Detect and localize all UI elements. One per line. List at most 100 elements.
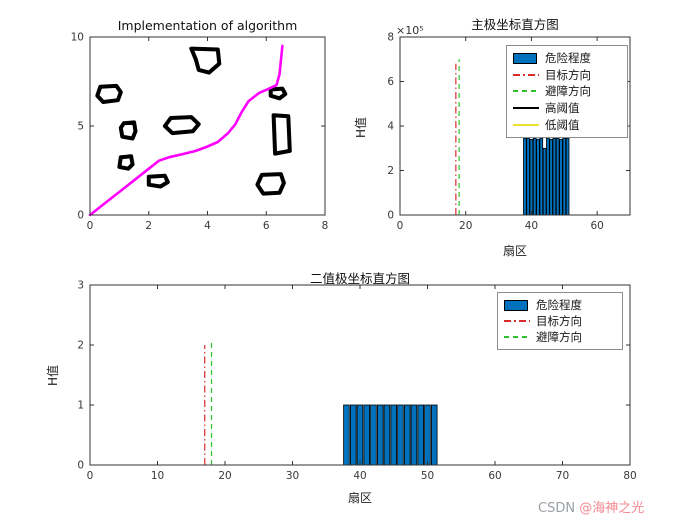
histogram-bar	[526, 137, 530, 216]
histogram-bar	[430, 404, 438, 466]
y-tick-label: 4	[387, 121, 394, 133]
histogram-bar	[356, 404, 364, 466]
histogram-bar	[549, 138, 553, 216]
obstacle-outline	[255, 172, 286, 196]
histogram-bar	[562, 137, 567, 216]
legend-label: 避障方向	[536, 330, 582, 344]
danger-patch-swatch	[513, 52, 537, 64]
x-tick-label: 40	[353, 470, 366, 482]
histogram-bar	[546, 137, 550, 216]
histogram-bar	[397, 404, 404, 466]
histogram-bar	[410, 404, 418, 466]
x-tick-label: 50	[421, 470, 434, 482]
x-tick-label: 8	[322, 220, 329, 232]
x-tick-label: 6	[263, 220, 270, 232]
histogram-bar	[552, 137, 557, 216]
watermark: CSDN @海神之光	[538, 497, 644, 516]
x-tick-label: 4	[204, 220, 211, 232]
y-tick-label: 3	[77, 280, 84, 292]
legend-item-target: 目标方向	[504, 313, 616, 329]
x-tick-label: 0	[87, 220, 94, 232]
main-hist-ylabel: H值	[354, 116, 369, 139]
legend-item-danger: 危险程度	[513, 50, 621, 67]
x-tick-label: 0	[87, 470, 94, 482]
target-line-swatch	[504, 320, 530, 322]
histogram-bar	[343, 404, 350, 466]
legend-item-low-threshold: 低阈值	[513, 116, 621, 133]
histogram-bar	[383, 404, 391, 466]
main-hist-xlabel: 扇区	[502, 244, 527, 258]
histogram-bar	[376, 404, 384, 466]
histogram-bar	[403, 404, 411, 466]
avoid-line-swatch	[504, 336, 530, 338]
binary-hist-axes: 0 10 20 30 40 50 60 70 80 0 1 2 3	[77, 280, 636, 483]
x-tick-label: 80	[623, 470, 636, 482]
low-threshold-line-swatch	[513, 123, 539, 126]
histogram-bar	[370, 404, 377, 466]
histogram-bar	[523, 137, 527, 216]
binary-hist-xlabel: 扇区	[347, 491, 372, 505]
y-tick-label: 0	[77, 210, 84, 222]
legend-label: 高阈值	[545, 101, 580, 116]
legend-label: 目标方向	[545, 67, 591, 82]
x-tick-label: 2	[145, 220, 152, 232]
obstacle-outline	[117, 154, 135, 171]
legend-item-high-threshold: 高阈值	[513, 100, 621, 117]
y-tick-label: 10	[71, 32, 84, 44]
y-tick-label: 2	[77, 340, 84, 352]
legend-item-danger: 危险程度	[504, 297, 616, 313]
histogram-bar	[532, 137, 537, 216]
histogram-bar	[555, 137, 560, 216]
y-tick-label: 8	[387, 32, 394, 44]
obstacle-outline	[95, 83, 123, 104]
legend-item-target: 目标方向	[513, 67, 621, 84]
target-line-swatch	[513, 73, 539, 76]
y-tick-label: 1	[77, 400, 84, 412]
legend-label: 低阈值	[545, 117, 580, 132]
histogram-bar	[559, 138, 563, 216]
x-tick-label: 60	[590, 220, 603, 232]
avoid-line-swatch	[513, 90, 539, 93]
x-tick-label: 20	[459, 220, 472, 232]
danger-patch-swatch	[504, 299, 528, 311]
histogram-bar	[417, 404, 424, 466]
obstacle-outline	[146, 173, 170, 189]
obstacle-outline	[271, 113, 292, 156]
histogram-bar	[390, 404, 397, 466]
legend-item-avoid: 避障方向	[513, 83, 621, 100]
watermark-prefix: CSDN	[538, 501, 580, 516]
x-tick-label: 40	[525, 220, 538, 232]
x-tick-label: 70	[556, 470, 569, 482]
histogram-bar	[565, 137, 570, 216]
binary-hist-legend: 危险程度 目标方向 避障方向	[497, 292, 623, 350]
main-hist-legend: 危险程度 目标方向 避障方向 高阈值 低阈值	[506, 45, 628, 138]
obstacle-outline	[118, 120, 138, 141]
histogram-bar	[363, 404, 370, 466]
main-hist-axes: 0 20 40 60 0 2 4 6 8	[387, 32, 631, 232]
x-tick-label: 10	[151, 470, 164, 482]
histogram-bar	[536, 138, 540, 216]
histogram-bar	[349, 404, 357, 466]
x-tick-label: 30	[286, 470, 299, 482]
legend-label: 避障方向	[545, 84, 591, 99]
y-tick-label: 2	[387, 165, 394, 177]
robot-path	[88, 44, 284, 217]
x-tick-label: 60	[488, 470, 501, 482]
main-hist-title: 主极坐标直方图	[471, 17, 559, 32]
histogram-bar	[424, 404, 431, 466]
legend-label: 危险程度	[536, 298, 582, 312]
x-tick-label: 20	[218, 470, 231, 482]
binary-hist-title: 二值极坐标直方图	[309, 271, 410, 286]
legend-item-avoid: 避障方向	[504, 329, 616, 345]
histogram-bar	[542, 147, 547, 216]
obstacle-outline	[162, 115, 201, 136]
obstacle-outline	[189, 46, 222, 75]
algorithm-plot-title: Implementation of algorithm	[117, 18, 298, 33]
y-tick-label: 5	[77, 121, 84, 133]
binary-hist-ylabel: H值	[46, 364, 61, 387]
histogram-bar	[529, 138, 534, 216]
watermark-user: @海神之光	[579, 501, 645, 516]
x-tick-label: 0	[397, 220, 404, 232]
